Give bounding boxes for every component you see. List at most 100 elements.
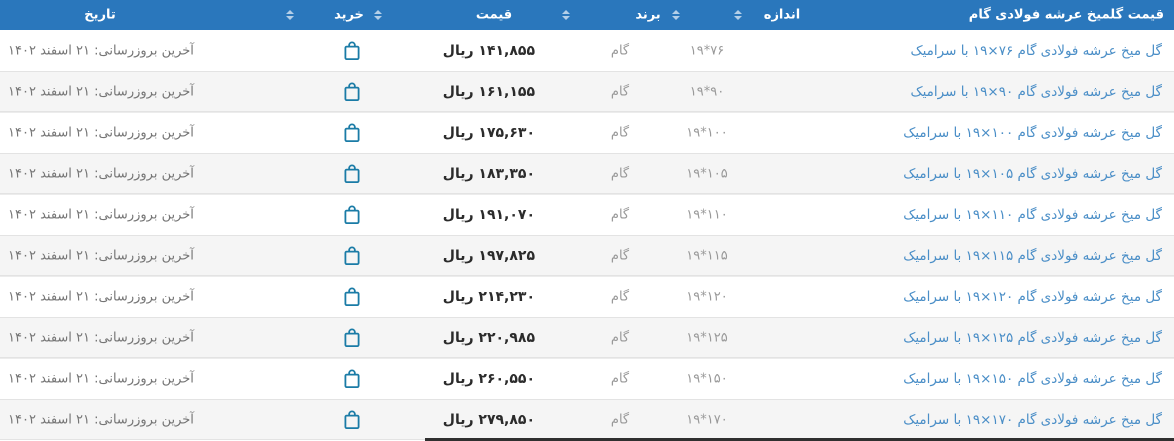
table-row: گل میخ عرشه فولادی گام ۷۶×۱۹ با سرامیک ۷… xyxy=(0,30,1174,71)
shopping-bag-icon xyxy=(344,205,360,225)
size-value: ۱۰۵*۱۹ xyxy=(686,166,728,181)
column-header-size[interactable]: اندازه xyxy=(763,7,801,23)
table-row: گل میخ عرشه فولادی گام ۱۰۵×۱۹ با سرامیک … xyxy=(0,153,1174,194)
product-link[interactable]: گل میخ عرشه فولادی گام ۱۱۰×۱۹ با سرامیک xyxy=(903,207,1162,223)
column-header-brand[interactable]: برند xyxy=(635,7,661,23)
shopping-bag-icon xyxy=(344,369,360,389)
date-value: آخرین بروزرسانی: ۲۱ اسفند ۱۴۰۲ xyxy=(8,125,194,141)
date-value: آخرین بروزرسانی: ۲۱ اسفند ۱۴۰۲ xyxy=(8,330,194,345)
price-value: ۱۶۱,۱۵۵ ریال xyxy=(442,83,535,100)
table-row: گل میخ عرشه فولادی گام ۹۰×۱۹ با سرامیک ۹… xyxy=(0,71,1174,112)
date-value: آخرین بروزرسانی: ۲۱ اسفند ۱۴۰۲ xyxy=(8,289,194,305)
product-link[interactable]: گل میخ عرشه فولادی گام ۱۵۰×۱۹ با سرامیک xyxy=(903,371,1162,387)
size-value: ۱۱۵*۱۹ xyxy=(686,248,728,263)
price-value: ۱۹۱,۰۷۰ ریال xyxy=(442,207,535,223)
buy-button[interactable] xyxy=(341,80,363,104)
product-link[interactable]: گل میخ عرشه فولادی گام ۹۰×۱۹ با سرامیک xyxy=(910,83,1163,100)
table-row: گل میخ عرشه فولادی گام ۱۵۰×۱۹ با سرامیک … xyxy=(0,358,1174,399)
date-value: آخرین بروزرسانی: ۲۱ اسفند ۱۴۰۲ xyxy=(8,166,194,181)
brand-value: گام xyxy=(610,371,630,387)
sort-asc-icon xyxy=(562,10,570,14)
table-row: گل میخ عرشه فولادی گام ۱۷۰×۱۹ با سرامیک … xyxy=(0,399,1174,440)
sort-asc-icon xyxy=(374,10,382,14)
price-value: ۱۸۳,۳۵۰ ریال xyxy=(442,165,535,182)
product-link[interactable]: گل میخ عرشه فولادی گام ۱۰۵×۱۹ با سرامیک xyxy=(903,165,1162,182)
table-row: گل میخ عرشه فولادی گام ۱۲۵×۱۹ با سرامیک … xyxy=(0,317,1174,358)
product-link[interactable]: گل میخ عرشه فولادی گام ۱۱۵×۱۹ با سرامیک xyxy=(903,247,1162,264)
buy-button[interactable] xyxy=(341,121,363,145)
price-value: ۲۲۰,۹۸۵ ریال xyxy=(442,329,535,346)
shopping-bag-icon xyxy=(344,41,360,60)
product-link[interactable]: گل میخ عرشه فولادی گام ۱۷۰×۱۹ با سرامیک xyxy=(903,411,1162,428)
price-value: ۱۴۱,۸۵۵ ریال xyxy=(442,42,535,59)
sort-asc-icon xyxy=(672,10,680,14)
shopping-bag-icon xyxy=(344,82,360,101)
price-value: ۲۶۰,۵۵۰ ریال xyxy=(442,371,535,387)
date-value: آخرین بروزرسانی: ۲۱ اسفند ۱۴۰۲ xyxy=(8,43,194,58)
size-value: ۱۵۰*۱۹ xyxy=(686,371,728,387)
size-value: ۱۷۰*۱۹ xyxy=(686,412,728,427)
sort-icon-buy xyxy=(374,10,382,20)
shopping-bag-icon xyxy=(344,246,360,265)
date-value: آخرین بروزرسانی: ۲۱ اسفند ۱۴۰۲ xyxy=(8,248,194,263)
date-value: آخرین بروزرسانی: ۲۱ اسفند ۱۴۰۲ xyxy=(8,412,194,427)
column-header-date[interactable]: تاریخ xyxy=(84,7,116,23)
sort-desc-icon xyxy=(734,16,742,20)
sort-desc-icon xyxy=(672,16,680,20)
shopping-bag-icon xyxy=(344,410,360,429)
price-value: ۱۹۷,۸۲۵ ریال xyxy=(442,247,535,264)
buy-button[interactable] xyxy=(341,367,363,391)
brand-value: گام xyxy=(610,43,630,58)
column-header-price[interactable]: قیمت xyxy=(475,7,513,23)
product-link[interactable]: گل میخ عرشه فولادی گام ۱۰۰×۱۹ با سرامیک xyxy=(903,125,1162,141)
buy-button[interactable] xyxy=(341,326,363,350)
shopping-bag-icon xyxy=(344,328,360,347)
column-header-buy[interactable]: خرید xyxy=(334,7,364,23)
size-value: ۹۰*۱۹ xyxy=(689,84,725,99)
table-header: قیمت گلمیخ عرشه فولادی گام اندازه برند ق… xyxy=(0,0,1174,30)
size-value: ۱۰۰*۱۹ xyxy=(686,125,728,141)
product-link[interactable]: گل میخ عرشه فولادی گام ۱۲۵×۱۹ با سرامیک xyxy=(903,329,1162,346)
buy-button[interactable] xyxy=(341,203,363,227)
table-row: گل میخ عرشه فولادی گام ۱۱۰×۱۹ با سرامیک … xyxy=(0,194,1174,235)
table-bottom-edge xyxy=(425,438,1174,441)
buy-button[interactable] xyxy=(341,244,363,268)
brand-value: گام xyxy=(610,166,630,181)
brand-value: گام xyxy=(610,248,630,263)
buy-button[interactable] xyxy=(341,39,363,63)
size-value: ۷۶*۱۹ xyxy=(689,43,725,58)
sort-asc-icon xyxy=(286,10,294,14)
shopping-bag-icon xyxy=(344,287,360,307)
size-value: ۱۲۰*۱۹ xyxy=(686,289,728,305)
price-value: ۱۷۵,۶۳۰ ریال xyxy=(442,125,535,141)
product-link[interactable]: گل میخ عرشه فولادی گام ۱۲۰×۱۹ با سرامیک xyxy=(903,289,1162,305)
price-value: ۲۷۹,۸۵۰ ریال xyxy=(442,411,535,428)
sort-asc-icon xyxy=(734,10,742,14)
brand-value: گام xyxy=(610,84,630,99)
table-body: گل میخ عرشه فولادی گام ۷۶×۱۹ با سرامیک ۷… xyxy=(0,30,1174,440)
sort-desc-icon xyxy=(562,16,570,20)
date-value: آخرین بروزرسانی: ۲۱ اسفند ۱۴۰۲ xyxy=(8,207,194,223)
sort-desc-icon xyxy=(286,16,294,20)
column-header-product: قیمت گلمیخ عرشه فولادی گام xyxy=(968,7,1164,23)
brand-value: گام xyxy=(610,207,630,223)
sort-icon-size xyxy=(734,10,742,20)
date-value: آخرین بروزرسانی: ۲۱ اسفند ۱۴۰۲ xyxy=(8,371,194,387)
sort-desc-icon xyxy=(374,16,382,20)
buy-button[interactable] xyxy=(341,285,363,309)
size-value: ۱۱۰*۱۹ xyxy=(686,207,728,223)
table-row: گل میخ عرشه فولادی گام ۱۰۰×۱۹ با سرامیک … xyxy=(0,112,1174,153)
buy-button[interactable] xyxy=(341,162,363,186)
table-row: گل میخ عرشه فولادی گام ۱۱۵×۱۹ با سرامیک … xyxy=(0,235,1174,276)
shopping-bag-icon xyxy=(344,164,360,183)
buy-button[interactable] xyxy=(341,408,363,432)
date-value: آخرین بروزرسانی: ۲۱ اسفند ۱۴۰۲ xyxy=(8,84,194,99)
shopping-bag-icon xyxy=(344,123,360,143)
sort-icon-brand xyxy=(672,10,680,20)
brand-value: گام xyxy=(610,289,630,305)
table-row: گل میخ عرشه فولادی گام ۱۲۰×۱۹ با سرامیک … xyxy=(0,276,1174,317)
sort-icon-price xyxy=(562,10,570,20)
brand-value: گام xyxy=(610,125,630,141)
product-link[interactable]: گل میخ عرشه فولادی گام ۷۶×۱۹ با سرامیک xyxy=(910,42,1163,59)
sort-icon-date xyxy=(286,10,294,20)
